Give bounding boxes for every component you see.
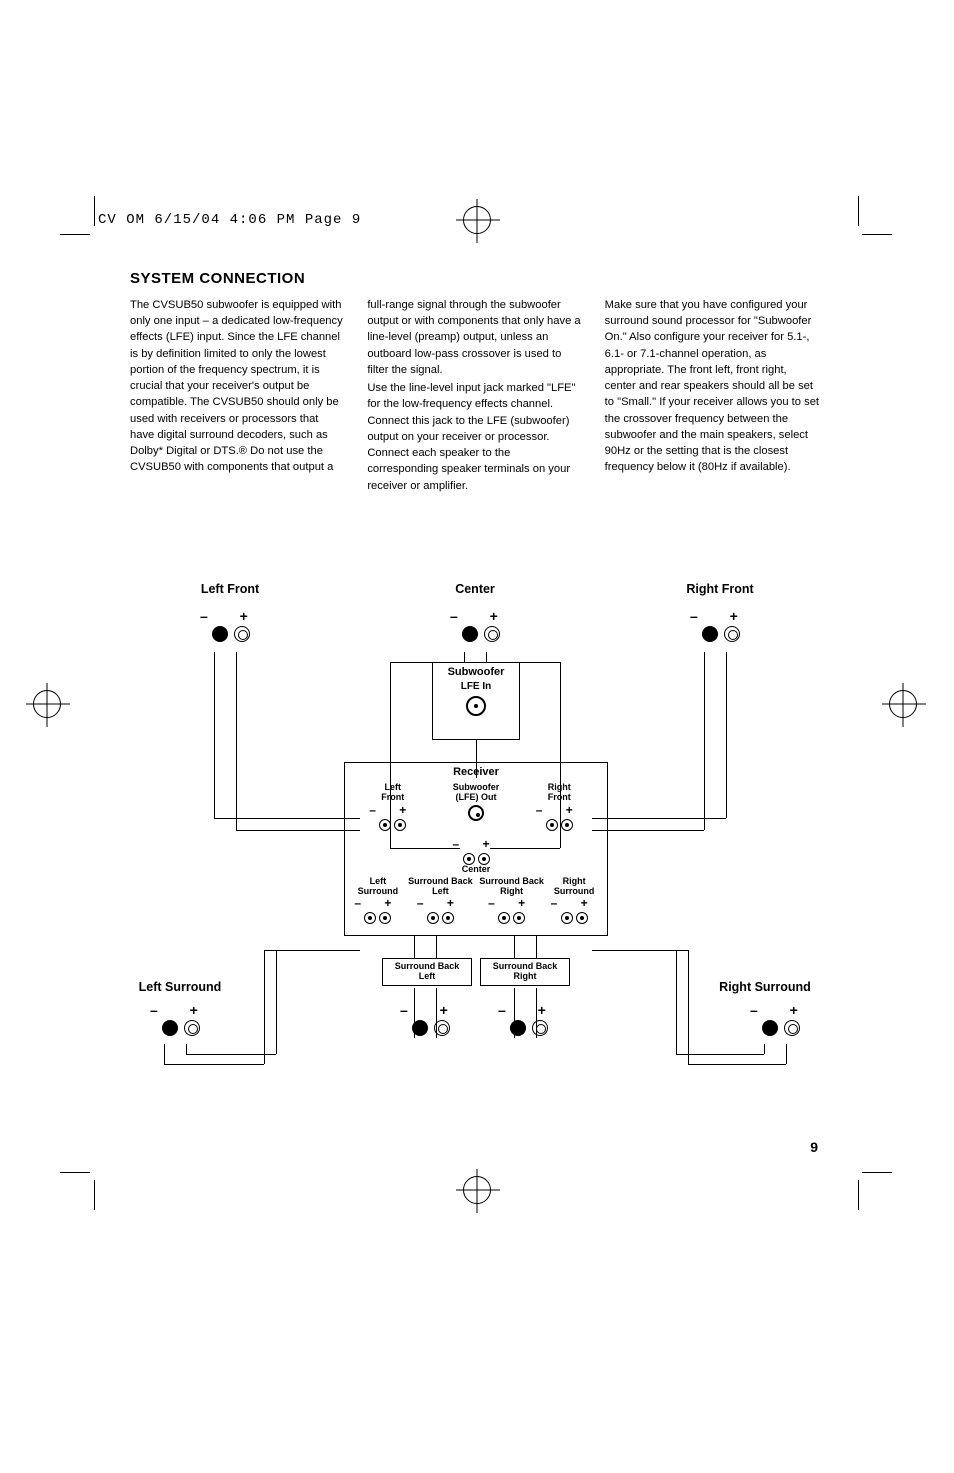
wiring-diagram: Left Front Center Right Front – + – + – … — [130, 582, 820, 1142]
page-number: 9 — [810, 1139, 818, 1155]
col3-text: Make sure that you have configured your … — [605, 297, 820, 476]
col2b-text: Use the line-level input jack marked "LF… — [367, 380, 582, 494]
sbl-title: Surround Back Left — [383, 959, 471, 985]
rs-terminals: – + — [750, 1002, 812, 1036]
section-title: SYSTEM CONNECTION — [130, 270, 820, 287]
sbr-terminals: – + — [498, 1002, 560, 1036]
left-front-terminals: – + — [200, 608, 262, 642]
sbl-terminals: – + — [400, 1002, 462, 1036]
label-center: Center — [440, 582, 510, 596]
sub-out-jack — [468, 805, 484, 821]
recv-ls: Left Surround — [354, 877, 401, 897]
sub-title: Subwoofer — [433, 663, 519, 681]
col2a-text: full-range signal through the subwoofer … — [367, 297, 582, 378]
col1-text: The CVSUB50 subwoofer is equipped with o… — [130, 297, 345, 476]
right-front-terminals: – + — [690, 608, 752, 642]
recv-lf: Left Front — [369, 783, 416, 803]
center-terminals: – + — [450, 608, 512, 642]
subwoofer-box: Subwoofer LFE In — [432, 662, 520, 740]
sbr-title: Surround Back Right — [481, 959, 569, 985]
recv-subout: Subwoofer (LFE) Out — [453, 783, 500, 803]
label-right-front: Right Front — [670, 582, 770, 596]
recv-center: Center — [345, 865, 607, 875]
label-left-surround: Left Surround — [130, 980, 230, 994]
label-right-surround: Right Surround — [710, 980, 820, 994]
print-header: CV OM 6/15/04 4:06 PM Page 9 — [98, 212, 361, 228]
lfe-in-label: LFE In — [433, 681, 519, 692]
sb-right-box: Surround Back Right — [480, 958, 570, 986]
sb-left-box: Surround Back Left — [382, 958, 472, 986]
lfe-in-jack — [466, 696, 486, 716]
receiver-box: Receiver Left Front – + Subwoofer (LFE) … — [344, 762, 608, 936]
label-left-front: Left Front — [185, 582, 275, 596]
body-columns: The CVSUB50 subwoofer is equipped with o… — [130, 297, 820, 496]
recv-sbr: Surround Back Right — [479, 877, 544, 897]
recv-rs: Right Surround — [551, 877, 598, 897]
ls-terminals: – + — [150, 1002, 212, 1036]
recv-sbl: Surround Back Left — [408, 877, 473, 897]
